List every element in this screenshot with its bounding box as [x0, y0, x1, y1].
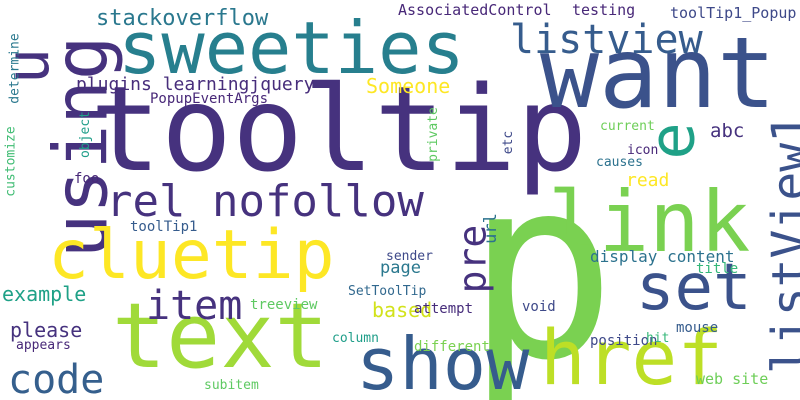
word-sweeties: sweeties [118, 6, 465, 90]
word-etc: etc [501, 130, 517, 155]
word-please: please [10, 318, 83, 342]
word-based: based [372, 298, 433, 322]
word-object: object [77, 111, 93, 158]
word-stackoverflow: stackoverflow [96, 6, 269, 31]
word-current: current [600, 119, 655, 134]
word-example: example [2, 282, 87, 306]
word-item: item [146, 283, 243, 329]
word-determine: determine [7, 33, 23, 104]
word-href: href [540, 313, 724, 400]
word-cluetip: cluetip [48, 216, 335, 295]
word-abc: abc [710, 120, 745, 142]
word-subitem: subitem [204, 378, 259, 393]
word-read: read [626, 170, 670, 191]
word-web-site: web site [696, 370, 769, 388]
word-sender: sender [386, 249, 433, 264]
word-text: text [112, 284, 329, 389]
word-hit: hit [646, 331, 670, 346]
word-causes: causes [596, 155, 643, 170]
word-SetToolTip: SetToolTip [348, 284, 427, 299]
word-private: private [425, 107, 441, 162]
word-want: want [540, 17, 777, 131]
word-foo: foo [74, 171, 100, 187]
word-Someone: Someone [366, 74, 451, 98]
word-PopupEventArgs: PopupEventArgs [150, 91, 269, 107]
word-void: void [522, 299, 556, 315]
word-attempt: attempt [414, 301, 474, 317]
word-toolTip1: toolTip1 [130, 219, 198, 235]
word-page: page [380, 258, 421, 278]
word-appears: appears [16, 338, 71, 353]
word-treeview: treeview [250, 297, 318, 313]
word-set: set [636, 251, 752, 325]
word-toolTip1_Popup: toolTip1_Popup [670, 4, 797, 22]
word-testing: testing [572, 1, 636, 19]
word-listview: listview [510, 17, 703, 63]
word-p: p [466, 124, 617, 400]
word-customize: customize [3, 126, 19, 197]
word-column: column [332, 331, 379, 346]
word-icon: icon [627, 143, 659, 158]
word-AssociatedControl: AssociatedControl [398, 1, 552, 19]
word-different: different [414, 339, 490, 355]
word-show: show [356, 322, 530, 400]
word-rel-nofollow: rel nofollow [106, 176, 424, 227]
word-title: title [696, 261, 739, 277]
word-url: url [480, 213, 501, 244]
word-plugins-learningjquery: plugins learningjquery [76, 74, 315, 95]
word-code: code [8, 357, 105, 400]
word-tooltip: tooltip [90, 60, 588, 198]
word-mouse: mouse [676, 320, 719, 336]
word-link: link [548, 173, 751, 271]
word-display-content: display content [590, 247, 735, 266]
word-position: position [590, 333, 658, 349]
word-listView1: listView1 [762, 113, 800, 375]
